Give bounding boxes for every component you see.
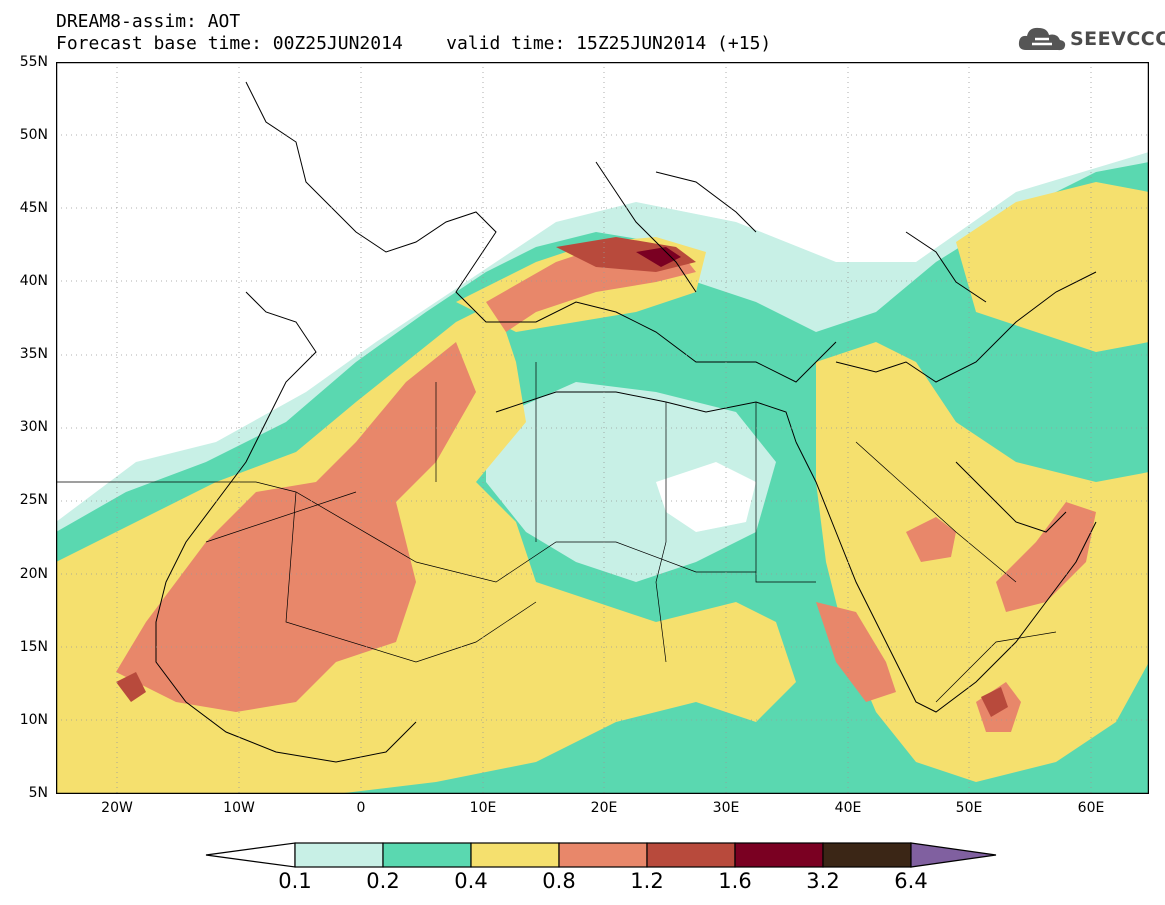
colorbar-low-arrow <box>205 842 296 868</box>
lat-label-45n: 45N <box>19 200 48 216</box>
lon-label-10w: 10W <box>223 800 255 816</box>
lat-label-50n: 50N <box>19 127 48 143</box>
colorbar-bin-6 <box>734 842 824 868</box>
colorbar-bin-7 <box>822 842 912 868</box>
lat-label-25n: 25N <box>19 492 48 508</box>
colorbar-bin-4 <box>558 842 648 868</box>
colorbar-label-3-2: 3.2 <box>806 869 840 893</box>
lon-label-20w: 20W <box>101 800 133 816</box>
colorbar-bin-2 <box>382 842 472 868</box>
colorbar <box>205 842 997 868</box>
colorbar-label-1-2: 1.2 <box>630 869 664 893</box>
borders <box>56 362 1057 703</box>
lat-label-30n: 30N <box>19 419 48 435</box>
lon-label-20e: 20E <box>590 800 618 816</box>
lon-label-40e: 40E <box>834 800 862 816</box>
lon-label-0: 0 <box>356 800 366 816</box>
colorbar-label-0-8: 0.8 <box>542 869 576 893</box>
lat-label-40n: 40N <box>19 273 48 289</box>
colorbar-high-arrow <box>910 842 997 868</box>
lon-label-10e: 10E <box>469 800 497 816</box>
lat-label-5n: 5N <box>28 785 48 801</box>
lat-label-15n: 15N <box>19 639 48 655</box>
gridlines <box>56 62 1149 794</box>
colorbar-label-6-4: 6.4 <box>894 869 928 893</box>
colorbar-bin-1 <box>294 842 384 868</box>
aot-field <box>56 62 1149 794</box>
aot-map <box>56 62 1149 794</box>
colorbar-label-1-6: 1.6 <box>718 869 752 893</box>
lat-label-35n: 35N <box>19 346 48 362</box>
logo-text: SEEVCCC <box>1070 28 1165 50</box>
lon-label-60e: 60E <box>1077 800 1105 816</box>
seevccc-logo: SEEVCCC <box>1018 24 1165 56</box>
lat-label-20n: 20N <box>19 566 48 582</box>
colorbar-bin-3 <box>470 842 560 868</box>
colorbar-label-0-4: 0.4 <box>454 869 488 893</box>
colorbar-label-0-2: 0.2 <box>366 869 400 893</box>
figure-subtitle: Forecast base time: 00Z25JUN2014 valid t… <box>56 33 772 54</box>
lat-label-55n: 55N <box>19 54 48 70</box>
colorbar-bin-5 <box>646 842 736 868</box>
map-frame <box>56 62 1149 794</box>
cloud-icon <box>1018 27 1066 51</box>
lon-label-30e: 30E <box>712 800 740 816</box>
colorbar-label-0-1: 0.1 <box>278 869 312 893</box>
lon-label-50e: 50E <box>955 800 983 816</box>
lat-label-10n: 10N <box>19 712 48 728</box>
figure-title: DREAM8-assim: AOT <box>56 11 241 32</box>
